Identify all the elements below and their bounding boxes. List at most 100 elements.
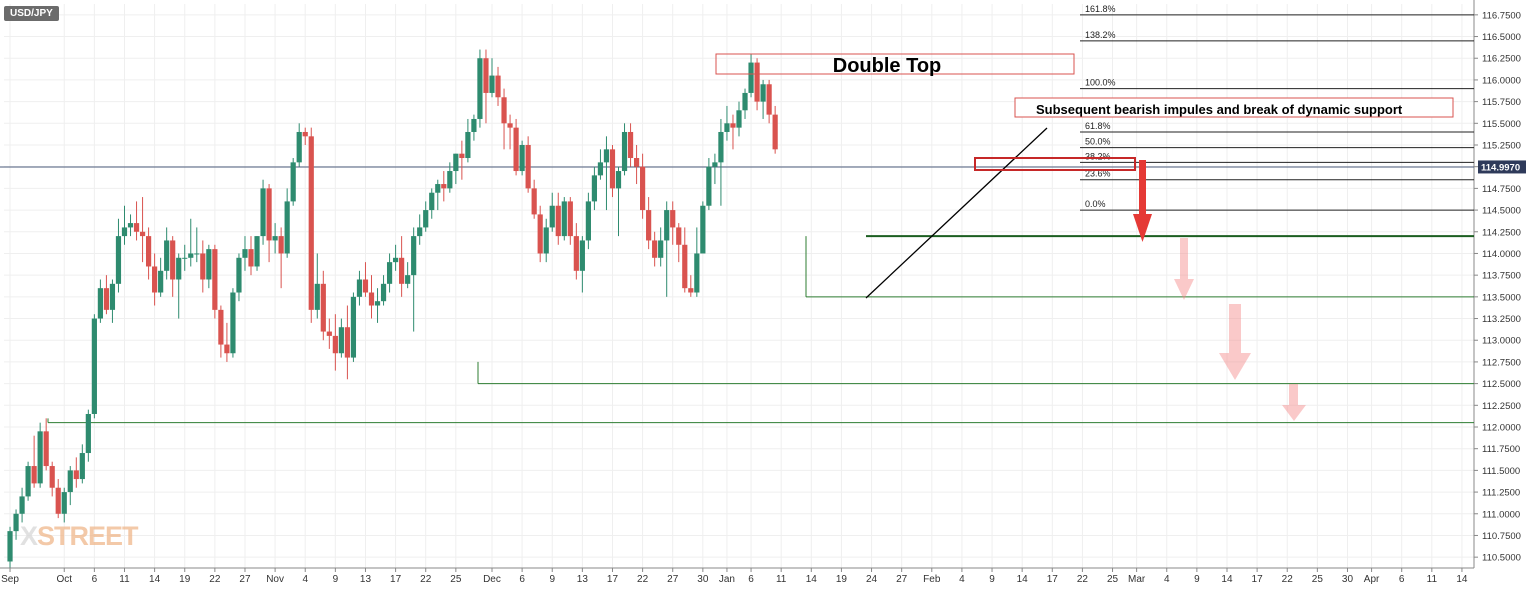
candle [109,279,116,323]
candle-body [748,62,754,93]
candle-body [67,470,73,493]
candle [423,201,429,232]
candle [501,88,507,150]
candle [224,322,230,362]
candle [103,275,110,315]
candle-body [652,240,658,258]
candle [646,197,652,250]
candle [519,140,525,176]
candle-body [501,97,507,124]
candle [254,236,260,271]
date-tick-label: 30 [1342,574,1354,585]
date-tick-label: 17 [390,574,402,585]
date-tick-label: 14 [149,574,161,585]
price-tick-label: 115.2500 [1482,141,1521,152]
candle [483,49,489,124]
candle-body [308,136,314,310]
candle [266,184,272,263]
date-tick-label: 9 [989,574,995,585]
candle [152,253,158,306]
candle [314,253,320,319]
date-tick-label: 22 [1077,574,1089,585]
candle-body [230,292,236,354]
candle [236,253,242,302]
price-tick-label: 114.2500 [1482,227,1521,238]
date-tick-label: Oct [56,574,72,585]
candle-body [254,236,260,267]
candle-body [85,413,91,454]
candle-body [760,84,766,102]
candle [362,262,369,297]
candle [260,179,266,245]
current-price-box [1478,160,1526,174]
date-tick-label: 11 [1427,574,1438,585]
candle-body [537,214,543,254]
candle-body [429,192,435,211]
date-tick-label: 9 [1194,574,1200,585]
candle [326,318,332,349]
candle [754,58,760,111]
candle-body [109,283,116,310]
price-tick-label: 110.7500 [1482,531,1521,542]
candle [248,236,254,276]
candle-body [405,275,411,284]
candle-body [7,531,13,562]
candle-body [417,227,423,237]
candle-body [212,249,218,310]
candle-body [206,249,212,280]
candle-body [453,153,459,172]
candle [555,192,561,245]
candle [37,422,43,488]
bearish-impulse-box [1014,97,1454,118]
candle [712,153,718,185]
fib-level-label: 23.6% [1085,169,1111,179]
candle-body [386,262,393,284]
candle-body [531,188,537,215]
candle-body [724,123,730,132]
candle-body [766,84,772,115]
candle [308,127,314,323]
chart-annotations: Double Top Subsequent bearish impules an… [715,53,1454,421]
date-tick-label: 25 [450,574,462,585]
candle-body [772,114,778,150]
date-tick-label: 4 [302,574,308,585]
candle [356,270,363,306]
candle [718,118,724,206]
candle-body [164,240,170,271]
candle-body [712,162,718,167]
candle [724,105,730,141]
date-tick-label: 6 [748,574,754,585]
bearish-arrow-primary [1133,160,1152,242]
date-tick-label: 19 [836,574,848,585]
date-tick-label: 14 [1017,574,1029,585]
candle-body [272,236,278,241]
candle-body [399,257,405,284]
dynamic-support-trendline [865,127,1048,299]
candle-body [688,288,694,293]
price-tick-label: 116.7500 [1482,10,1521,21]
candle-body [706,166,712,206]
candle [320,270,326,341]
candle-body [489,75,495,93]
date-tick-label: 27 [896,574,908,585]
candle [91,314,97,419]
candle [742,88,748,119]
date-tick-label: 4 [959,574,965,585]
candle-body [242,249,248,258]
candle-body [380,283,387,302]
candle [392,244,399,271]
date-tick-label: 14 [806,574,818,585]
price-tick-label: 112.2500 [1482,401,1521,412]
date-tick-label: 6 [519,574,525,585]
candle [380,275,387,306]
candle-body [676,227,682,245]
candle [85,409,91,462]
candle-body [465,131,471,159]
fib-level-label: 161.8% [1085,4,1116,14]
date-tick-label: 24 [866,574,878,585]
candle [19,487,25,523]
candle-body [754,62,760,102]
price-tick-label: 113.2500 [1482,314,1521,325]
price-tick-label: 112.0000 [1482,423,1521,434]
